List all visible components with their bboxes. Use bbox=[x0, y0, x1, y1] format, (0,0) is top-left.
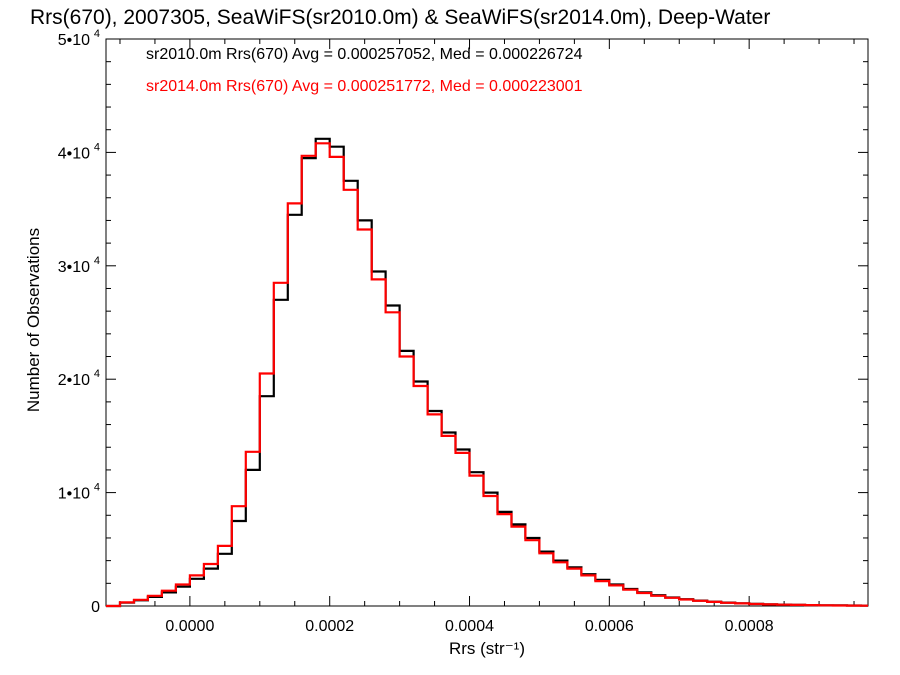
x-tick-label: 0.0000 bbox=[165, 618, 214, 635]
y-tick-exponent: 4 bbox=[94, 141, 100, 153]
y-tick-label: 5•10 bbox=[58, 32, 90, 49]
y-tick-label: 3•10 bbox=[58, 259, 90, 276]
x-tick-label: 0.0002 bbox=[305, 618, 354, 635]
axis-ticks: 0.0000 0.0002 0.0004 0.0006 0.0008 0 1•10 4 2•10… bbox=[58, 28, 868, 635]
x-axis-label: Rrs (str⁻¹) bbox=[449, 639, 525, 658]
y-tick-exponent: 4 bbox=[94, 482, 100, 494]
y-tick-label: 1•10 bbox=[58, 486, 90, 503]
series-line-sr2014.0m bbox=[106, 142, 868, 608]
y-tick-label: 2•10 bbox=[58, 372, 90, 389]
x-tick-label: 0.0006 bbox=[585, 618, 634, 635]
y-tick-exponent: 4 bbox=[94, 255, 100, 267]
legend-entry-sr2010: sr2010.0m Rrs(670) Avg = 0.000257052, Me… bbox=[146, 46, 583, 63]
y-tick-label: 4•10 bbox=[58, 145, 90, 162]
x-tick-label: 0.0004 bbox=[445, 618, 494, 635]
plot-frame bbox=[105, 38, 869, 607]
legend: sr2010.0m Rrs(670) Avg = 0.000257052, Me… bbox=[146, 46, 583, 95]
series-line-sr2010.0m bbox=[106, 137, 868, 608]
y-tick-label: 0 bbox=[91, 599, 100, 616]
chart-title: Rrs(670), 2007305, SeaWiFS(sr2010.0m) & … bbox=[30, 6, 770, 29]
series-layer bbox=[106, 137, 868, 608]
x-tick-label: 0.0008 bbox=[725, 618, 774, 635]
y-tick-exponent: 4 bbox=[94, 28, 100, 40]
y-axis-label: Number of Observations bbox=[24, 228, 43, 412]
legend-entry-sr2014: sr2014.0m Rrs(670) Avg = 0.000251772, Me… bbox=[146, 78, 583, 95]
y-tick-exponent: 4 bbox=[94, 368, 100, 380]
